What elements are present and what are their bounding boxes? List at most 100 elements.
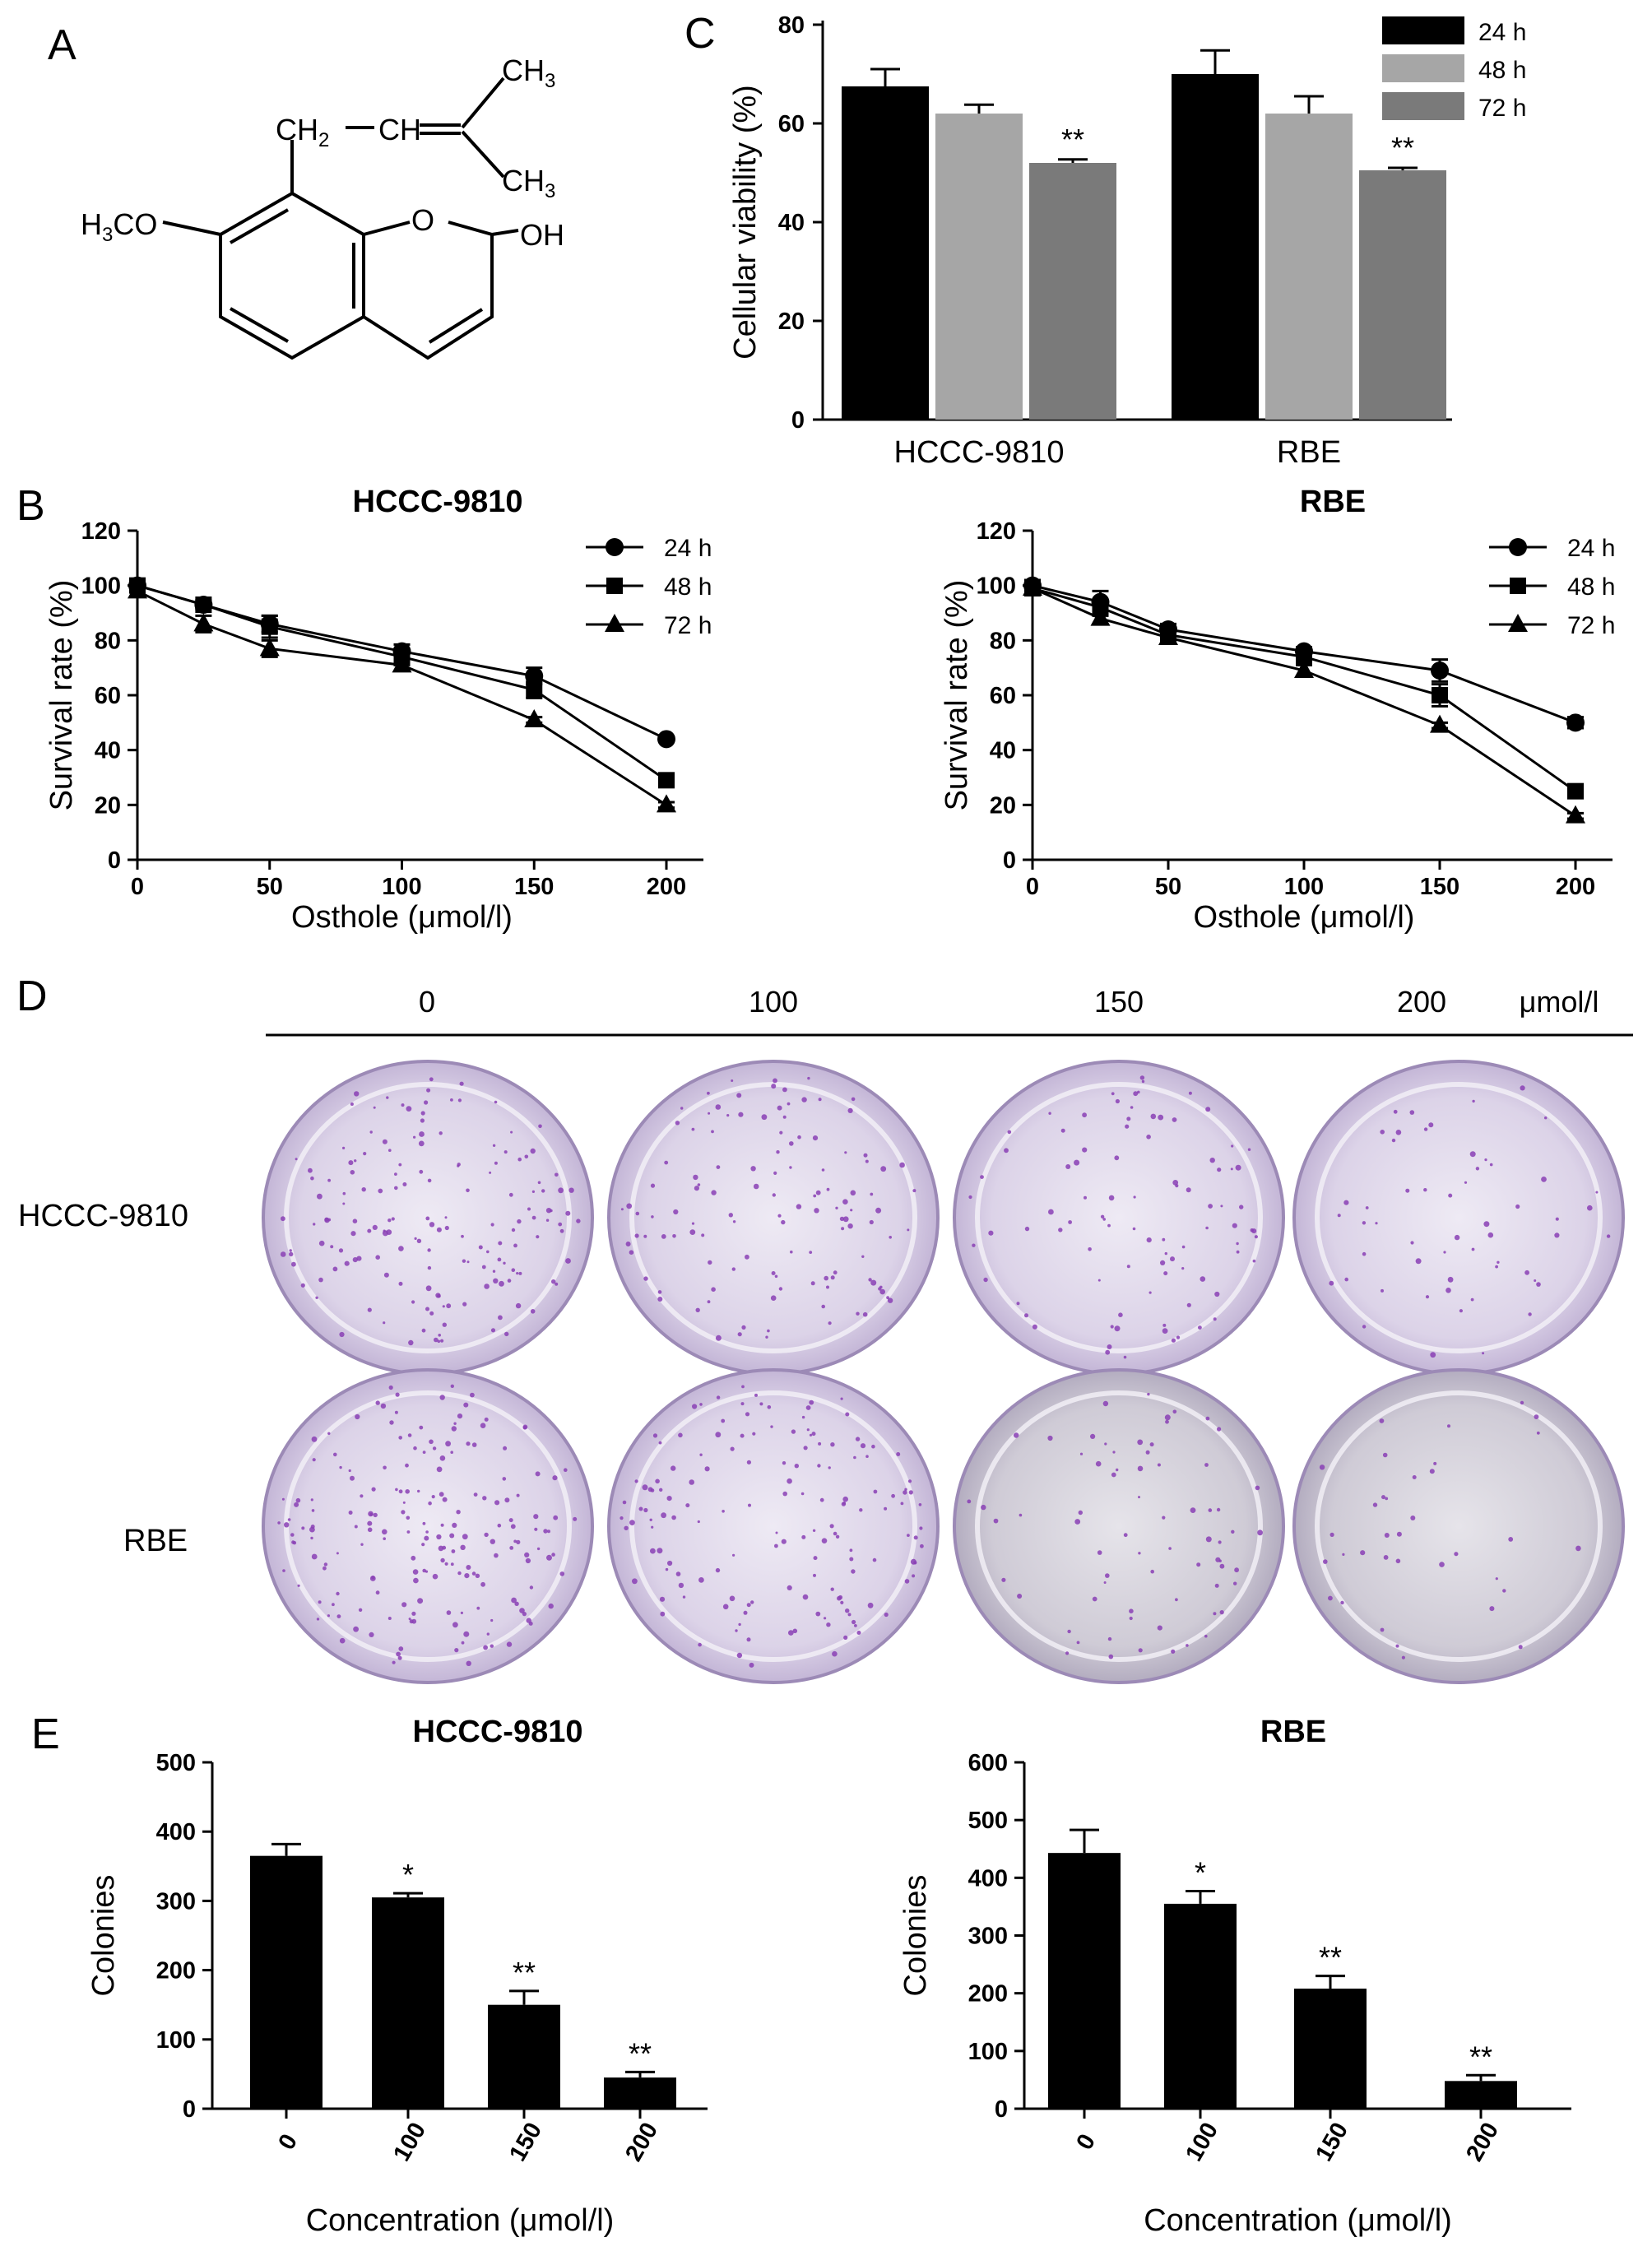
colony [368, 1511, 374, 1517]
colony [849, 1557, 854, 1562]
colony [1384, 1533, 1390, 1538]
dish-outer [262, 1368, 594, 1684]
colony [715, 1104, 722, 1110]
colony [788, 1630, 794, 1636]
colony [1220, 1205, 1223, 1208]
colony [449, 1533, 455, 1539]
colony [1129, 1608, 1134, 1613]
colony [363, 1152, 367, 1156]
colony [1213, 1612, 1217, 1616]
colony [1058, 1228, 1063, 1232]
colony [732, 1220, 736, 1223]
colony [847, 1613, 852, 1617]
colony [802, 1594, 809, 1600]
colony [490, 1223, 494, 1227]
colony [659, 1596, 666, 1602]
colony [967, 1499, 972, 1504]
colony [511, 1228, 516, 1232]
colony [862, 1311, 868, 1317]
colony [875, 1207, 882, 1214]
row-label-rbe: RBE [123, 1524, 188, 1558]
colony [383, 1537, 387, 1540]
colony [408, 1618, 411, 1621]
colony [425, 1307, 429, 1311]
colony [1595, 1191, 1599, 1194]
colony [1380, 1130, 1385, 1135]
colony [518, 1271, 522, 1275]
colony [1502, 1589, 1506, 1593]
marker-triangle [1090, 607, 1111, 626]
colony [442, 1305, 445, 1308]
colony [835, 1534, 840, 1539]
colony [1239, 1205, 1244, 1209]
colony [1409, 1110, 1415, 1115]
colony [1205, 1536, 1212, 1543]
colony [899, 1162, 905, 1168]
pyran-ring [363, 220, 411, 236]
colony [462, 1259, 466, 1263]
colony [1383, 1555, 1389, 1560]
colony [865, 1159, 869, 1163]
colony [620, 1516, 624, 1520]
colony [1415, 1258, 1422, 1265]
colony-plate [1292, 1368, 1625, 1684]
colony [398, 1436, 403, 1440]
significance-mark: ** [1391, 131, 1414, 165]
colony [1019, 1513, 1023, 1517]
colony [473, 1492, 478, 1497]
colony [809, 1433, 813, 1437]
colony [342, 1146, 346, 1149]
colony [348, 1511, 353, 1515]
colony [845, 1608, 850, 1613]
colony [442, 1497, 448, 1502]
colony [1381, 1495, 1385, 1500]
colony [873, 1489, 878, 1494]
colony [277, 1521, 281, 1525]
colony [350, 1475, 355, 1481]
legend-label: 24 h [664, 535, 712, 562]
colony [1116, 1468, 1119, 1472]
colony [1186, 1302, 1191, 1307]
bar-0 [1048, 1853, 1121, 2109]
colony [774, 1543, 778, 1548]
colony [782, 1087, 787, 1093]
colony [360, 1494, 364, 1498]
colony [1423, 1188, 1427, 1192]
colony [840, 1600, 844, 1604]
benzene-ring [219, 191, 365, 360]
colony [451, 1426, 457, 1432]
bar-72h-1 [1359, 170, 1446, 420]
colony [1382, 1452, 1388, 1458]
legend-label: 24 h [1567, 535, 1615, 562]
colony [741, 1325, 746, 1330]
colony [450, 1384, 454, 1389]
colony [446, 1303, 452, 1309]
marker-circle [1566, 713, 1585, 732]
colony [547, 1529, 550, 1534]
colony [460, 1611, 464, 1614]
colony [1209, 1158, 1215, 1163]
colony [1541, 1177, 1547, 1182]
colony [1108, 1195, 1115, 1201]
colony [323, 1566, 327, 1571]
colony [289, 1249, 292, 1252]
colony [865, 1455, 869, 1458]
colony [470, 1392, 475, 1398]
colony [352, 1257, 358, 1263]
colony [711, 1287, 716, 1292]
colony [643, 1276, 648, 1281]
colony [452, 1622, 458, 1628]
colony [355, 1413, 360, 1420]
colony [1528, 1312, 1532, 1316]
colony [1395, 1644, 1399, 1648]
colony [817, 1464, 821, 1468]
colony [731, 1267, 736, 1271]
significance-mark: ** [1319, 1941, 1342, 1975]
bar-24h-0 [842, 86, 929, 420]
colony [771, 1271, 776, 1275]
bar-100 [372, 1897, 444, 2109]
colony [422, 1451, 426, 1454]
colony [972, 1243, 976, 1247]
colony [787, 1478, 792, 1484]
colony [451, 1549, 456, 1553]
